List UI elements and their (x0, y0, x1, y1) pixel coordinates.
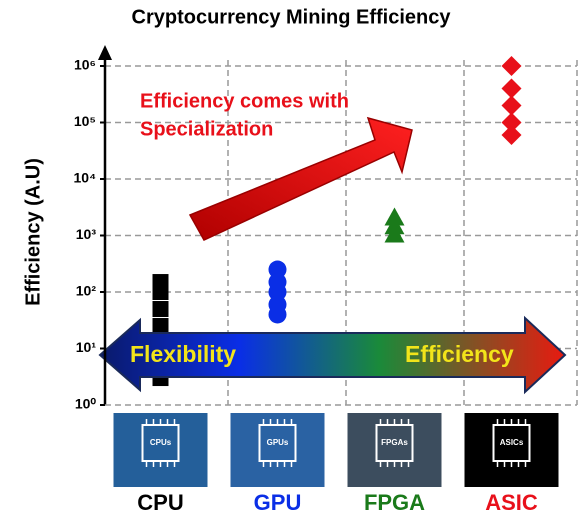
y-tick-label: 10⁶ (74, 57, 96, 73)
icon-label: CPUs (150, 438, 172, 447)
annotation: Specialization (140, 118, 273, 140)
diamond-marker (501, 95, 522, 116)
square-marker (152, 318, 169, 335)
diamond-marker (501, 56, 522, 76)
square-marker (152, 274, 169, 291)
x-tick-label: ASIC (485, 490, 538, 515)
x-tick-label: CPU (137, 490, 183, 515)
y-tick-label: 10³ (76, 226, 97, 242)
circle-marker (268, 260, 287, 279)
square-marker (152, 301, 169, 318)
x-tick-label: GPU (254, 490, 302, 515)
triangle-marker (384, 224, 405, 243)
arrow-label: Efficiency (405, 341, 514, 367)
diamond-marker (501, 125, 522, 146)
icon-label: FPGAs (381, 438, 408, 447)
specialization-arrow (188, 116, 413, 241)
flexibility-efficiency-arrow (98, 315, 567, 395)
y-axis-arrowhead (98, 45, 112, 60)
circle-marker (268, 283, 287, 301)
arrow-label: Flexibility (130, 341, 236, 367)
annotation: Efficiency comes with (140, 90, 349, 112)
circle-marker (268, 305, 287, 324)
icon-label: GPUs (267, 438, 289, 447)
grid (105, 60, 578, 405)
diamond-marker (501, 78, 522, 99)
y-tick-label: 10⁴ (74, 170, 97, 186)
data-marks (152, 56, 522, 387)
y-tick-label: 10⁰ (75, 396, 97, 412)
x-tick-label: FPGA (364, 490, 425, 515)
diamond-marker (501, 112, 522, 133)
icon-label: ASICs (500, 438, 524, 447)
chart-title: Cryptocurrency Mining Efficiency (132, 6, 452, 28)
y-tick-label: 10¹ (76, 339, 97, 355)
y-tick-label: 10⁵ (74, 113, 96, 129)
y-tick-label: 10² (76, 283, 97, 299)
y-axis-label: Efficiency (A.U) (22, 158, 44, 306)
